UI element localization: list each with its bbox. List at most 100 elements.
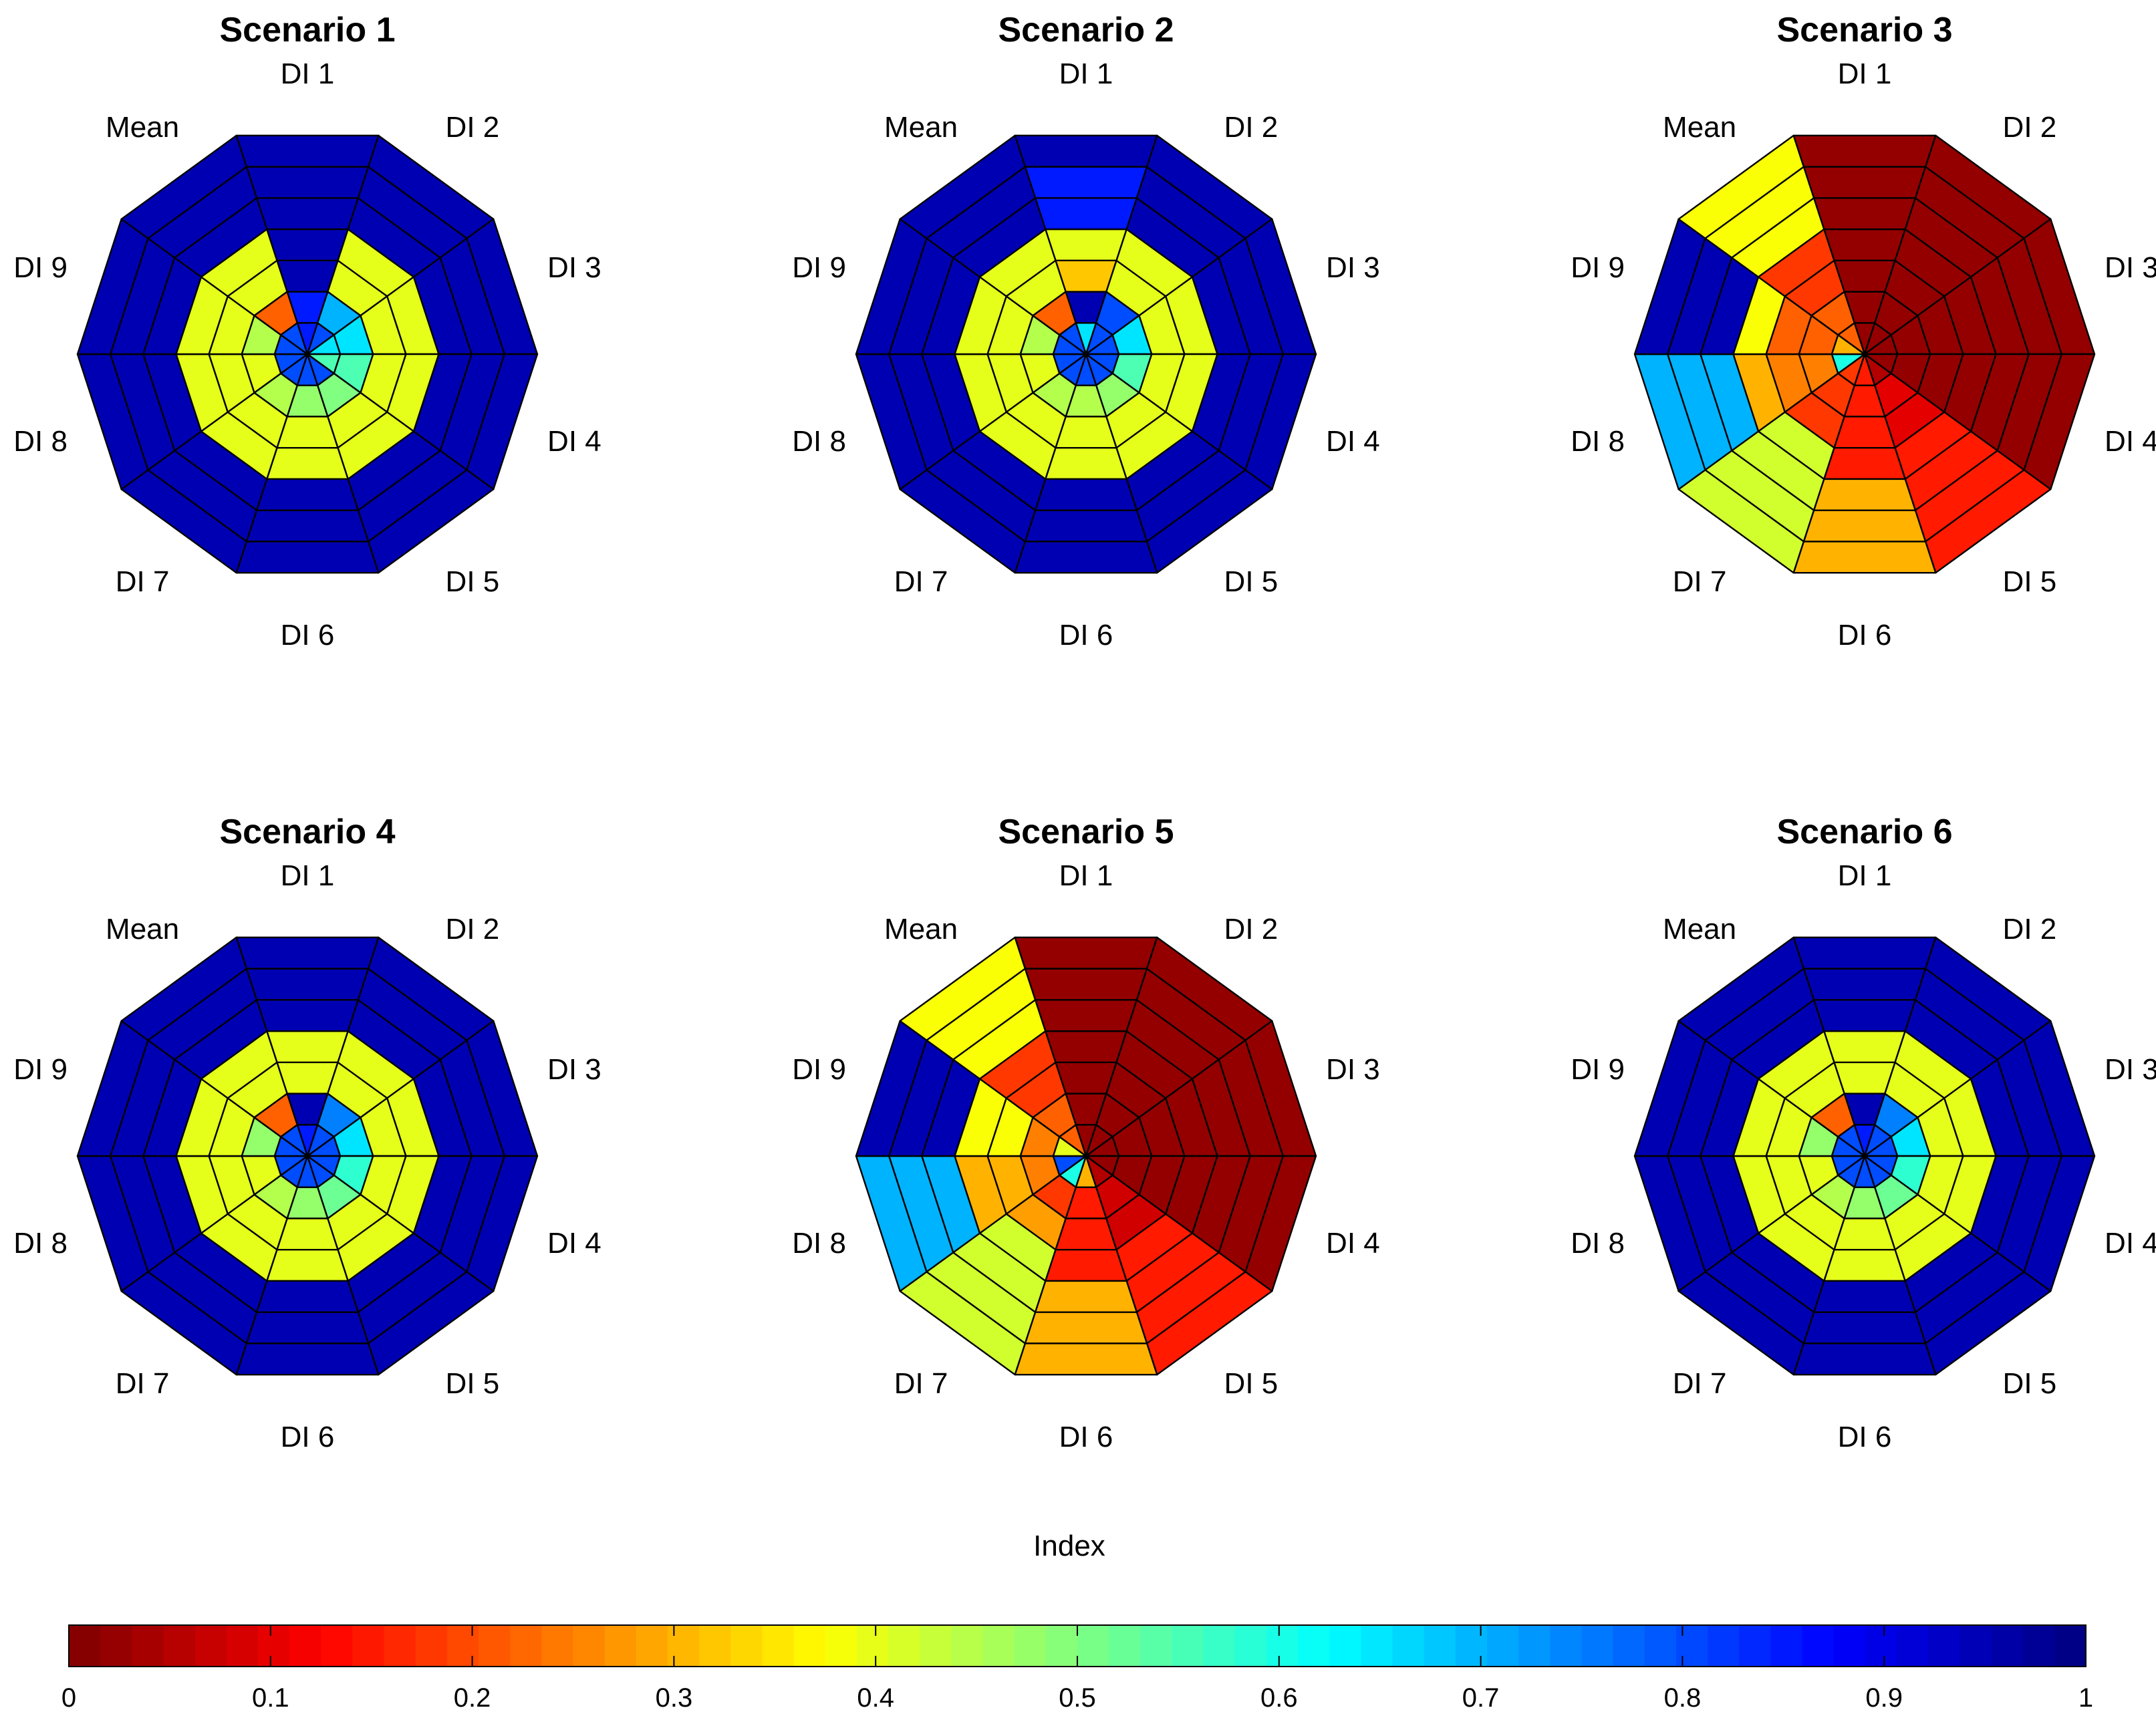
cell-di-6-ring-6: [1024, 509, 1148, 543]
panel-title: Scenario 5: [998, 813, 1174, 851]
cell-di-6-ring-5: [1812, 478, 1917, 511]
sector-label-di-2: DI 2: [1224, 111, 1278, 144]
sector-label-di-7: DI 7: [894, 1367, 948, 1400]
colorbar: Index 0 0.1 0.2 0.3 0.4 0.5 0.6 0.7 0.8 0.9 1: [61, 1530, 2093, 1713]
colorbar-tick-label: 0.9: [1865, 1683, 1903, 1713]
colorbar-swatch: [1928, 1625, 1960, 1667]
sector-label-di-2: DI 2: [446, 913, 500, 946]
cell-di-1-ring-5: [255, 197, 360, 231]
cell-di-6-ring-4: [266, 1249, 349, 1282]
colorbar-swatch: [1897, 1625, 1929, 1667]
sector-label-di-6: DI 6: [281, 619, 335, 652]
cell-di-1-ring-5: [1812, 999, 1917, 1032]
cell-di-1-ring-6: [1024, 166, 1148, 199]
colorbar-tick-label: 0.2: [454, 1683, 491, 1713]
panel-title: Scenario 4: [219, 813, 395, 851]
sector-label-di-7: DI 7: [1673, 1367, 1727, 1400]
cell-di-6-ring-7: [235, 541, 380, 574]
cell-di-1-ring-6: [1802, 166, 1927, 199]
cell-di-1-ring-6: [1024, 968, 1148, 1001]
colorbar-swatch: [667, 1625, 700, 1667]
cell-di-1-ring-7: [1792, 134, 1937, 168]
cell-di-6-ring-6: [1802, 509, 1927, 543]
cell-di-6-ring-5: [1034, 1280, 1138, 1313]
colorbar-swatch: [1203, 1625, 1236, 1667]
colorbar-label: Index: [1033, 1530, 1105, 1562]
colorbar-swatch: [1708, 1625, 1740, 1667]
sector-label-di-9: DI 9: [792, 251, 846, 284]
colorbar-tick-label: 0.4: [857, 1683, 894, 1713]
panel-4: Scenario 4 DI 1 DI 2 DI 3 DI 4 DI 5 DI 6 DI 7 DI…: [13, 813, 601, 1453]
colorbar-swatch: [384, 1625, 416, 1667]
cell-di-1-ring-5: [1812, 197, 1917, 231]
sector-label-di-7: DI 7: [894, 565, 948, 598]
panels-group: Scenario 1 DI 1 DI 2 DI 3 DI 4 DI 5 DI 6 DI 7 DI…: [13, 11, 2156, 1453]
colorbar-swatch: [194, 1625, 227, 1667]
colorbar-tick-label: 0.3: [656, 1683, 693, 1713]
colorbar-swatch: [1234, 1625, 1267, 1667]
cell-di-1-ring-5: [1034, 197, 1138, 231]
cell-di-6-ring-4: [1823, 447, 1906, 480]
colorbar-tick-label: 0.6: [1260, 1683, 1298, 1713]
colorbar-tick-label: 0: [61, 1683, 76, 1713]
sector-label-di-3: DI 3: [2105, 251, 2156, 284]
colorbar-swatch: [730, 1625, 763, 1667]
sector-label-di-6: DI 6: [1838, 1421, 1892, 1453]
cell-mean-ring-7: [1677, 134, 1805, 239]
colorbar-swatch: [1266, 1625, 1299, 1667]
colorbar-swatch: [352, 1625, 385, 1667]
cell-di-1-ring-4: [1045, 228, 1127, 261]
colorbar-swatch: [920, 1625, 952, 1667]
cell-di-6-ring-4: [1823, 1249, 1906, 1282]
colorbar-swatch: [1487, 1625, 1519, 1667]
sector-label-di-7: DI 7: [116, 1367, 170, 1400]
sector-label-di-7: DI 7: [1673, 565, 1727, 598]
cell-di-1-ring-5: [1034, 999, 1138, 1032]
cell-di-6-ring-5: [1034, 478, 1138, 511]
colorbar-swatch: [541, 1625, 574, 1667]
sector-label-di-8: DI 8: [1571, 1227, 1625, 1260]
sector-label-di-5: DI 5: [2003, 1367, 2057, 1400]
colorbar-swatch: [793, 1625, 826, 1667]
sector-label-di-4: DI 4: [547, 1227, 601, 1260]
cell-di-1-ring-4: [266, 228, 349, 261]
cell-di-1-ring-4: [266, 1030, 349, 1063]
sector-label-di-4: DI 4: [1326, 1227, 1380, 1260]
colorbar-swatch: [1991, 1625, 2024, 1667]
colorbar-tick-label: 0.5: [1059, 1683, 1096, 1713]
colorbar-swatch: [415, 1625, 448, 1667]
sector-label-di-3: DI 3: [547, 1053, 601, 1086]
panel-5: Scenario 5 DI 1 DI 2 DI 3 DI 4 DI 5 DI 6 DI 7 DI…: [792, 813, 1380, 1453]
cell-di-6-ring-7: [1792, 1342, 1937, 1376]
colorbar-swatch: [510, 1625, 542, 1667]
panel-title: Scenario 2: [998, 11, 1174, 49]
colorbar-swatch: [69, 1625, 101, 1667]
colorbar-swatch: [1581, 1625, 1614, 1667]
colorbar-swatch: [699, 1625, 731, 1667]
sector-label-di-8: DI 8: [13, 425, 68, 458]
cell-di-6-ring-6: [1802, 1311, 1927, 1344]
sector-label-di-4: DI 4: [1326, 425, 1380, 458]
colorbar-swatch: [636, 1625, 668, 1667]
sector-label-di-5: DI 5: [2003, 565, 2057, 598]
sector-label-di-5: DI 5: [1224, 1367, 1278, 1400]
sector-label-di-8: DI 8: [792, 425, 846, 458]
colorbar-swatch: [1613, 1625, 1645, 1667]
colorbar-swatch: [163, 1625, 196, 1667]
colorbar-swatch: [1014, 1625, 1047, 1667]
cell-di-6-ring-6: [245, 1311, 370, 1344]
colorbar-swatch: [1739, 1625, 1772, 1667]
sector-label-di-4: DI 4: [2105, 1227, 2156, 1260]
colorbar-swatch: [982, 1625, 1015, 1667]
sector-label-mean: Mean: [1663, 111, 1736, 144]
sector-label-di-4: DI 4: [547, 425, 601, 458]
cell-di-6-ring-6: [1024, 1311, 1148, 1344]
colorbar-swatch: [1518, 1625, 1551, 1667]
panel-title: Scenario 6: [1776, 813, 1952, 851]
sector-label-di-3: DI 3: [2105, 1053, 2156, 1086]
panel-1: Scenario 1 DI 1 DI 2 DI 3 DI 4 DI 5 DI 6 DI 7 DI…: [13, 11, 601, 652]
colorbar-swatch: [856, 1625, 889, 1667]
cell-di-6-ring-4: [1045, 447, 1127, 480]
cell-di-1-ring-7: [1014, 134, 1158, 168]
